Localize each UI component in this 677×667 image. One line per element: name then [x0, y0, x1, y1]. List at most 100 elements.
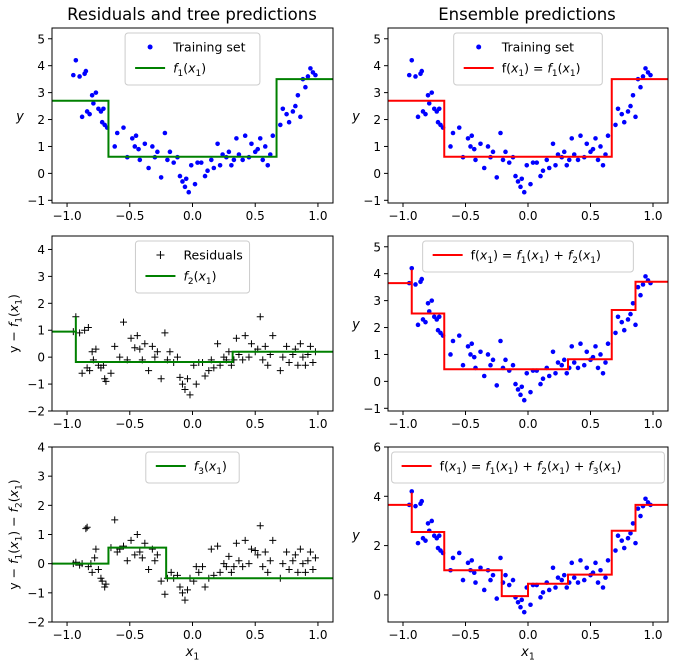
data-point	[134, 133, 139, 138]
x-tick-label: 1.0	[643, 417, 662, 431]
data-point	[171, 160, 176, 165]
y-tick-label: 4	[37, 59, 45, 73]
residual-point	[166, 348, 173, 355]
data-point	[80, 115, 85, 120]
y-tick-label: 2	[37, 297, 45, 311]
residual-point	[297, 546, 304, 553]
y-tick-label: 4	[373, 490, 381, 504]
residual-point	[294, 569, 301, 576]
data-point	[419, 277, 424, 282]
data-point	[576, 158, 581, 163]
residual-point	[217, 569, 224, 576]
data-point	[584, 565, 589, 570]
data-point	[457, 333, 462, 338]
data-point	[486, 352, 491, 357]
data-point	[551, 141, 556, 146]
x-tick-label: 1.0	[308, 417, 327, 431]
data-point	[503, 358, 508, 363]
data-point	[578, 341, 583, 346]
panel-p21: −1.0−0.50.00.51.0−2−101234y − f1​(x1​)Re…	[6, 236, 333, 431]
data-point	[538, 382, 543, 387]
data-point	[582, 363, 587, 368]
data-point	[426, 301, 431, 306]
data-point	[260, 158, 265, 163]
data-point	[426, 93, 431, 98]
residual-point	[161, 591, 168, 598]
residual-point	[134, 332, 141, 339]
data-point	[559, 363, 564, 368]
data-point	[547, 588, 552, 593]
data-point	[507, 583, 512, 588]
y-tick-label: 0	[37, 351, 45, 365]
data-point	[516, 179, 521, 184]
data-point	[631, 93, 636, 98]
y-tick-label: 2	[373, 321, 381, 335]
plot-area	[388, 266, 668, 403]
residual-point	[158, 375, 165, 382]
y-tick-label: 3	[373, 294, 381, 308]
data-point	[562, 358, 567, 363]
data-point	[437, 106, 442, 111]
label-part: f(	[471, 248, 480, 263]
x-tick-label: 0.5	[246, 417, 265, 431]
residual-point	[208, 546, 215, 553]
data-point	[626, 536, 631, 541]
residual-point	[239, 356, 246, 363]
label-part: ) +	[545, 248, 568, 263]
data-point	[437, 314, 442, 319]
data-point	[457, 125, 462, 130]
data-point	[519, 176, 524, 181]
label-part: 1	[193, 652, 199, 663]
data-point	[419, 499, 424, 504]
data-point	[564, 371, 569, 376]
y-tick-label: 0	[373, 375, 381, 389]
data-point	[234, 136, 239, 141]
data-point	[576, 366, 581, 371]
residual-point	[134, 531, 141, 538]
residual-point	[242, 537, 249, 544]
data-point	[423, 112, 428, 117]
label-part: Residuals	[183, 248, 242, 263]
data-point	[448, 352, 453, 357]
data-point	[178, 174, 183, 179]
label-part: )	[201, 61, 206, 76]
x-tick-label: −0.5	[451, 417, 480, 431]
y-tick-label: 4	[37, 441, 45, 455]
x-tick-label: −1.0	[52, 209, 81, 223]
data-point	[613, 123, 618, 128]
data-point	[498, 339, 503, 344]
residual-point	[279, 560, 286, 567]
data-point	[419, 69, 424, 74]
residual-point	[309, 566, 316, 573]
data-point	[638, 293, 643, 298]
data-point	[643, 66, 648, 71]
residual-point	[286, 359, 293, 366]
data-point	[488, 363, 493, 368]
data-point	[596, 158, 601, 163]
data-point	[466, 561, 471, 566]
residual-point	[245, 354, 252, 361]
data-point	[155, 150, 160, 155]
data-point	[478, 141, 483, 146]
data-point	[582, 578, 587, 583]
y-tick-label: −2	[27, 405, 45, 419]
label-part: y	[351, 110, 360, 125]
residual-point	[259, 563, 266, 570]
y-axis-label: y − f1​(x1​) − f2​(x1​)	[6, 479, 25, 589]
data-point	[613, 548, 618, 553]
col-title-left: Residuals and tree predictions	[67, 5, 317, 24]
prediction-step-line	[52, 79, 333, 157]
data-point	[501, 158, 506, 163]
data-point	[121, 125, 126, 130]
data-point	[199, 160, 204, 165]
prediction-step-line	[388, 505, 668, 596]
y-axis-label: y	[15, 110, 24, 125]
data-point	[165, 158, 170, 163]
data-point	[564, 585, 569, 590]
data-point	[469, 341, 474, 346]
data-point	[503, 573, 508, 578]
residual-point	[131, 344, 138, 351]
residual-point	[107, 370, 114, 377]
x-tick-label: 0.5	[581, 209, 600, 223]
legend-marker-dot	[476, 45, 481, 50]
